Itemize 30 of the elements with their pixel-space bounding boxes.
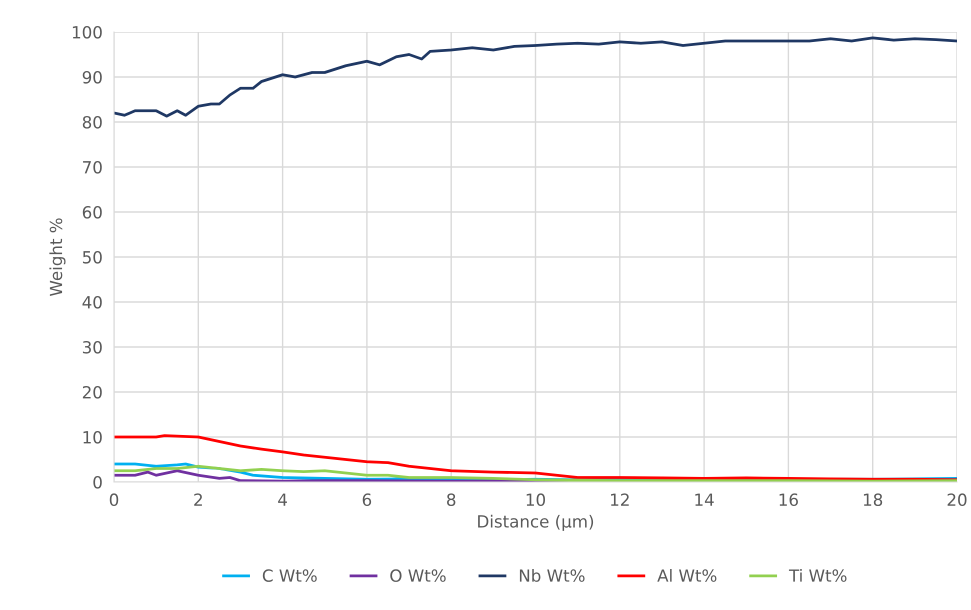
x-tick-label: 2 bbox=[194, 493, 202, 506]
y-tick-label: 30 bbox=[82, 340, 102, 354]
legend-label: Al Wt% bbox=[657, 569, 716, 582]
legend-label: O Wt% bbox=[390, 569, 446, 582]
x-tick-label: 20 bbox=[948, 493, 966, 506]
x-tick-label: 18 bbox=[864, 493, 882, 506]
y-tick-label: 40 bbox=[82, 296, 102, 309]
x-tick-label: 0 bbox=[110, 493, 118, 506]
x-tick-label: 10 bbox=[526, 493, 545, 506]
x-tick-label: 12 bbox=[611, 493, 629, 506]
line-series bbox=[114, 36, 957, 118]
x-tick-label: 16 bbox=[780, 493, 798, 506]
y-tick-label: 100 bbox=[72, 26, 102, 39]
legend-label: Ti Wt% bbox=[788, 569, 847, 582]
y-tick-label: 10 bbox=[84, 430, 102, 444]
legend-label: Nb Wt% bbox=[520, 569, 585, 582]
y-axis-title: Weight % bbox=[49, 218, 66, 296]
x-tick-label: 8 bbox=[447, 493, 456, 506]
x-tick-label: 14 bbox=[695, 494, 714, 506]
y-tick-label: 80 bbox=[82, 116, 102, 129]
y-tick-label: 70 bbox=[83, 160, 102, 174]
x-tick-label: 4 bbox=[278, 494, 287, 506]
y-tick-label: 60 bbox=[82, 206, 102, 219]
y-tick-label: 50 bbox=[82, 250, 102, 264]
y-tick-label: 20 bbox=[82, 386, 102, 399]
x-axis-title: Distance (µm) bbox=[478, 514, 594, 531]
y-tick-label: 90 bbox=[82, 70, 102, 84]
x-tick-label: 6 bbox=[362, 493, 372, 506]
y-tick-label: 0 bbox=[93, 476, 102, 489]
legend-label: C Wt% bbox=[262, 569, 317, 582]
